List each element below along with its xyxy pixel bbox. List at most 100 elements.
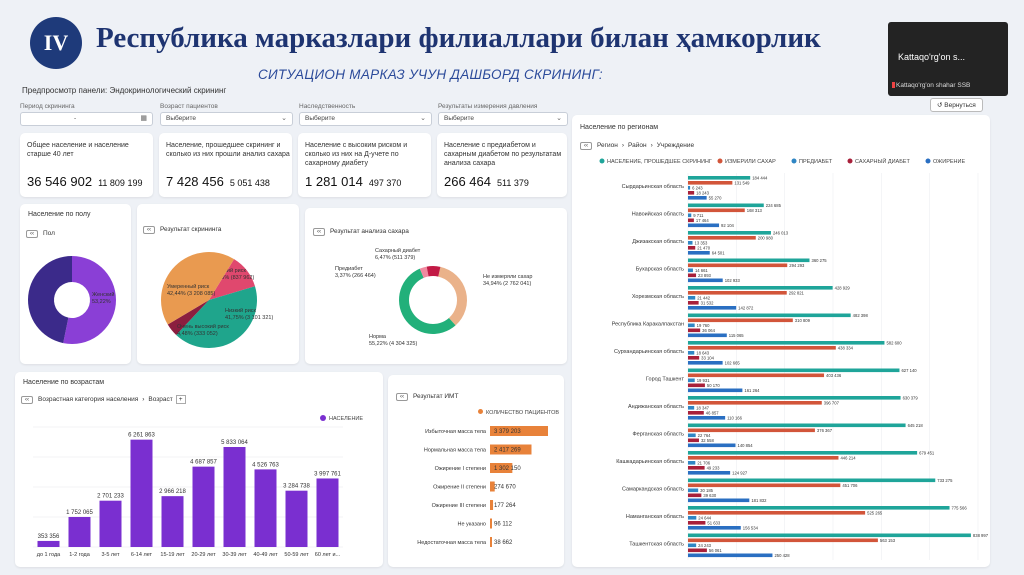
region-bar[interactable] (688, 313, 851, 318)
region-bar[interactable] (688, 223, 720, 228)
region-bar[interactable] (688, 296, 696, 300)
region-bar[interactable] (688, 498, 750, 503)
region-bar[interactable] (688, 378, 695, 383)
bmi-bar[interactable] (490, 537, 492, 547)
bmi-bar[interactable] (490, 500, 494, 510)
region-bar[interactable] (688, 553, 773, 558)
age-bar[interactable] (285, 490, 308, 547)
region-bar[interactable] (688, 411, 704, 415)
pressure-select[interactable]: Выберите ⌄ (438, 112, 568, 126)
region-bar[interactable] (688, 291, 787, 295)
region-bar[interactable] (688, 533, 971, 538)
region-bar[interactable] (688, 268, 693, 273)
region-bar[interactable] (688, 543, 697, 548)
region-bar[interactable] (688, 521, 706, 525)
age-bar[interactable] (99, 500, 122, 547)
pie-slice[interactable] (419, 266, 429, 278)
back-chevron-icon[interactable]: ‹‹ (313, 228, 325, 236)
bmi-bar[interactable] (490, 426, 548, 436)
region-bar[interactable] (688, 333, 727, 338)
back-button[interactable]: ↺ Вернуться (930, 98, 983, 112)
region-bar[interactable] (688, 471, 731, 475)
region-bar[interactable] (688, 258, 810, 263)
region-bar[interactable] (688, 456, 839, 460)
region-bar[interactable] (688, 506, 950, 510)
region-bar[interactable] (688, 218, 694, 223)
age-bar[interactable] (254, 469, 277, 547)
back-chevron-icon[interactable]: ‹‹ (21, 396, 33, 404)
region-bar[interactable] (688, 246, 696, 250)
pie-slice[interactable] (426, 266, 441, 277)
breadcrumb-item[interactable]: Регион (597, 142, 618, 149)
breadcrumb-item[interactable]: Учреждение (656, 142, 695, 149)
region-bar[interactable] (688, 388, 743, 393)
pie-slice[interactable] (167, 300, 209, 336)
age-bar[interactable] (192, 466, 215, 547)
region-bar[interactable] (688, 356, 700, 360)
region-bar[interactable] (688, 516, 697, 520)
region-bar[interactable] (688, 176, 751, 180)
region-bar[interactable] (688, 383, 705, 388)
region-bar[interactable] (688, 433, 696, 438)
region-bar[interactable] (688, 361, 723, 365)
bmi-bar[interactable] (490, 518, 492, 529)
region-bar[interactable] (688, 208, 745, 213)
region-bar[interactable] (688, 443, 736, 448)
bmi-bar[interactable] (490, 463, 513, 473)
heredity-select[interactable]: Выберите ⌄ (299, 112, 432, 126)
add-icon[interactable]: + (175, 395, 186, 404)
region-bar[interactable] (688, 278, 723, 283)
region-bar[interactable] (688, 301, 699, 305)
region-bar[interactable] (688, 478, 936, 483)
age-bar[interactable] (68, 516, 91, 547)
region-bar[interactable] (688, 483, 841, 488)
region-bar[interactable] (688, 428, 815, 433)
region-bar[interactable] (688, 203, 764, 208)
region-bar[interactable] (688, 466, 705, 470)
region-bar[interactable] (688, 306, 737, 310)
age-bar[interactable] (316, 478, 339, 547)
region-bar[interactable] (688, 213, 692, 218)
region-bar[interactable] (688, 191, 695, 195)
pie-slice[interactable] (63, 256, 116, 344)
region-bar[interactable] (688, 181, 733, 185)
region-bar[interactable] (688, 488, 699, 493)
back-chevron-icon[interactable]: ‹‹ (396, 393, 408, 401)
back-chevron-icon[interactable]: ‹‹ (580, 142, 592, 150)
region-bar[interactable] (688, 196, 707, 200)
region-bar[interactable] (688, 438, 699, 443)
bmi-bar[interactable] (490, 481, 495, 492)
pie-slice[interactable] (161, 252, 235, 325)
region-bar[interactable] (688, 273, 697, 278)
bmi-bar[interactable] (490, 444, 532, 455)
region-bar[interactable] (688, 451, 918, 455)
age-bar[interactable] (223, 447, 246, 547)
region-bar[interactable] (688, 396, 901, 400)
breadcrumb-item[interactable]: Возраст (148, 396, 173, 403)
region-bar[interactable] (688, 406, 695, 410)
region-bar[interactable] (688, 323, 695, 328)
breadcrumb-item[interactable]: Возрастная категория населения (38, 396, 139, 403)
region-bar[interactable] (688, 231, 771, 235)
age-bar[interactable] (130, 439, 153, 547)
back-chevron-icon[interactable]: ‹‹ (26, 230, 38, 238)
breadcrumb-item[interactable]: Пол (43, 230, 55, 237)
age-bar[interactable] (37, 540, 60, 547)
region-bar[interactable] (688, 328, 701, 333)
region-bar[interactable] (688, 286, 833, 290)
region-bar[interactable] (688, 186, 691, 190)
region-bar[interactable] (688, 526, 741, 530)
breadcrumb-item[interactable]: Район (628, 142, 647, 149)
age-bar[interactable] (161, 496, 184, 547)
pie-slice[interactable] (399, 268, 456, 334)
region-bar[interactable] (688, 251, 710, 255)
pie-slice[interactable] (27, 256, 72, 344)
region-bar[interactable] (688, 368, 900, 373)
region-bar[interactable] (688, 263, 788, 268)
region-bar[interactable] (688, 548, 707, 553)
region-bar[interactable] (688, 351, 695, 355)
back-chevron-icon[interactable]: ‹‹ (143, 226, 155, 234)
pie-slice[interactable] (209, 259, 255, 300)
region-bar[interactable] (688, 401, 822, 405)
region-bar[interactable] (688, 423, 906, 428)
